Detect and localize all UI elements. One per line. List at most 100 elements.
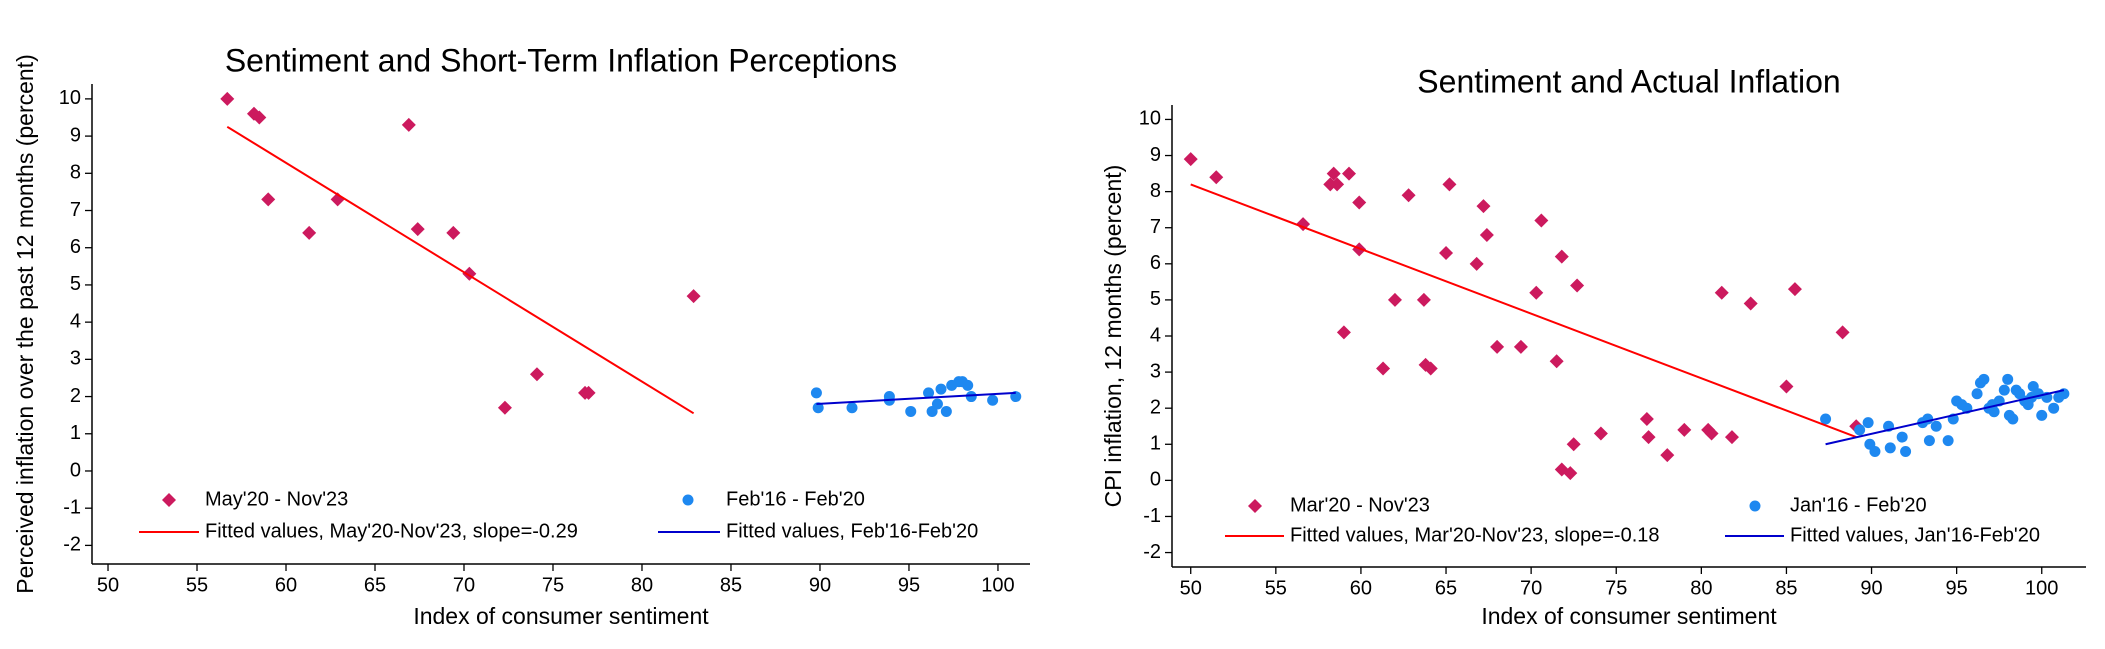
y-tick-label: -2 xyxy=(1143,541,1161,563)
diamond-marker xyxy=(497,400,512,415)
diamond-marker xyxy=(1529,285,1544,300)
diamond-marker xyxy=(401,117,416,132)
x-tick-label: 85 xyxy=(1775,577,1797,599)
circle-marker xyxy=(2007,413,2019,425)
diamond-marker xyxy=(1326,166,1341,181)
y-tick-label: 3 xyxy=(1150,360,1161,382)
circle-marker xyxy=(923,387,935,399)
y-tick-label: 7 xyxy=(1150,216,1161,238)
diamond-marker xyxy=(1724,430,1739,445)
x-tick-label: 90 xyxy=(809,574,831,596)
diamond-marker xyxy=(1534,213,1549,228)
circle-marker xyxy=(812,402,824,414)
diamond-marker xyxy=(1209,170,1224,185)
diamond-marker xyxy=(1401,188,1416,203)
y-tick-label: 8 xyxy=(1150,180,1161,202)
circle-marker xyxy=(940,405,952,417)
x-tick-label: 70 xyxy=(453,574,475,596)
circle-marker xyxy=(1971,388,1983,400)
y-tick-label: -2 xyxy=(63,534,81,556)
circle-marker xyxy=(931,398,943,410)
legend-marker xyxy=(162,493,176,507)
diamond-marker xyxy=(1336,325,1351,340)
y-tick-label: 0 xyxy=(1150,469,1161,491)
circle-marker xyxy=(1884,442,1896,454)
y-tick-label: 1 xyxy=(1150,433,1161,455)
diamond-marker xyxy=(261,192,276,207)
diamond-marker xyxy=(302,225,317,240)
x-tick-label: 100 xyxy=(2025,577,2058,599)
diamond-marker xyxy=(1183,152,1198,167)
diamond-marker xyxy=(1352,195,1367,210)
diamond-marker xyxy=(1554,249,1569,264)
circle-marker xyxy=(1930,420,1942,432)
y-tick-label: 10 xyxy=(1139,108,1161,130)
circle-marker xyxy=(965,391,977,403)
diamond-marker xyxy=(1779,379,1794,394)
diamond-marker xyxy=(1566,437,1581,452)
diamond-marker xyxy=(1490,339,1505,354)
diamond-marker xyxy=(529,367,544,382)
y-tick-label: 3 xyxy=(70,348,81,370)
x-tick-label: 85 xyxy=(720,574,742,596)
diamond-marker xyxy=(1641,430,1656,445)
y-tick-label: 5 xyxy=(1150,288,1161,310)
circle-marker xyxy=(2048,402,2060,414)
fitted-line xyxy=(1825,389,2065,446)
x-tick-label: 60 xyxy=(1350,577,1372,599)
fitted-line xyxy=(816,391,1016,405)
diamond-marker xyxy=(1387,292,1402,307)
legend-label: Jan'16 - Feb'20 xyxy=(1790,494,1927,516)
y-tick-label: 1 xyxy=(70,422,81,444)
circle-marker xyxy=(810,387,822,399)
diamond-marker xyxy=(1479,227,1494,242)
x-tick-label: 95 xyxy=(1946,577,1968,599)
y-tick-label: 10 xyxy=(59,87,81,109)
circle-marker xyxy=(2002,373,2014,385)
circle-marker xyxy=(846,402,858,414)
legend-marker xyxy=(1749,500,1761,512)
diamond-marker xyxy=(1835,325,1850,340)
y-tick-label: 9 xyxy=(1150,144,1161,166)
diamond-marker xyxy=(1376,361,1391,376)
circle-marker xyxy=(1900,446,1912,457)
legend-marker xyxy=(1248,499,1262,513)
diamond-marker xyxy=(581,385,596,400)
diamond-marker xyxy=(410,222,425,237)
legend-label: Fitted values, Mar'20-Nov'23, slope=-0.1… xyxy=(1290,524,1660,546)
circle-marker xyxy=(2058,388,2070,400)
y-axis-label: CPI inflation, 12 months (percent) xyxy=(1100,165,1126,508)
diamond-marker xyxy=(1660,448,1675,463)
y-tick-label: 2 xyxy=(70,385,81,407)
diamond-marker xyxy=(1330,177,1345,192)
circle-marker xyxy=(1998,384,2010,396)
x-axis-label: Index of consumer sentiment xyxy=(413,603,709,629)
diamond-marker xyxy=(220,91,235,106)
diamond-marker xyxy=(1439,245,1454,260)
legend-label: Feb'16 - Feb'20 xyxy=(726,488,865,510)
y-tick-label: 9 xyxy=(70,124,81,146)
x-tick-label: 80 xyxy=(1690,577,1712,599)
diamond-marker xyxy=(1442,177,1457,192)
x-tick-label: 65 xyxy=(1435,577,1457,599)
diamond-marker xyxy=(686,289,701,304)
y-tick-label: 6 xyxy=(70,236,81,258)
y-tick-label: 7 xyxy=(70,199,81,221)
diamond-marker xyxy=(1787,282,1802,297)
y-tick-label: 5 xyxy=(70,273,81,295)
x-tick-label: 80 xyxy=(631,574,653,596)
x-tick-label: 65 xyxy=(364,574,386,596)
circle-marker xyxy=(1862,417,1874,429)
legend-label: May'20 - Nov'23 xyxy=(205,488,348,510)
circle-marker xyxy=(1820,413,1832,425)
fitted-line xyxy=(1190,183,1857,438)
circle-marker xyxy=(1869,446,1881,457)
y-tick-label: 8 xyxy=(70,162,81,184)
diamond-marker xyxy=(1469,256,1484,271)
x-tick-label: 95 xyxy=(898,574,920,596)
circle-marker xyxy=(2036,409,2048,421)
diamond-marker xyxy=(1423,361,1438,376)
diamond-marker xyxy=(1563,466,1578,481)
circle-marker xyxy=(1923,435,1935,447)
